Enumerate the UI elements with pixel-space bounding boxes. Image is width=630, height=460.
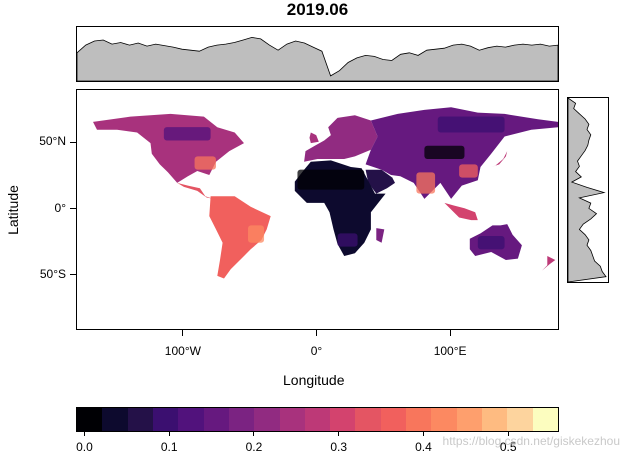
colorbar-segment — [127, 408, 153, 431]
colorbar-tick-label: 0.5 — [499, 440, 517, 454]
greenland-no-data — [237, 100, 291, 130]
y-tick-mark — [70, 141, 76, 143]
colorbar-segment — [77, 408, 103, 431]
top-marginal-plot — [76, 26, 559, 82]
right-marginal-area — [568, 98, 607, 282]
north-america-landmass — [93, 113, 244, 183]
australia-interior-patch — [477, 236, 505, 250]
arabia-landmass — [365, 169, 395, 194]
watermark: https://blog.csdn.net/giskekezhou — [442, 434, 620, 448]
colorbar-segment — [102, 408, 128, 431]
colorbar-segment — [355, 408, 381, 431]
canada-dark-patch — [163, 127, 211, 141]
x-tick-label: 0° — [310, 344, 323, 358]
colorbar-tick-mark — [253, 432, 255, 436]
colorbar-segment — [456, 408, 482, 431]
colorbar-tick-label: 0.3 — [330, 440, 348, 454]
y-tick-mark — [70, 274, 76, 276]
colorbar-segment — [482, 408, 508, 431]
sahara-dark-patch — [297, 169, 365, 190]
colorbar-segment — [178, 408, 204, 431]
x-axis-title: Longitude — [283, 372, 345, 388]
central-america-landmass — [177, 182, 214, 199]
colorbar-tick-mark — [83, 432, 85, 436]
colorbar-tick-mark — [338, 432, 340, 436]
y-tick-label: 0° — [54, 200, 66, 215]
x-tick-label: 100°W — [164, 344, 201, 358]
colorbar-segment — [152, 408, 179, 431]
chart-title: 2019.06 — [286, 0, 349, 19]
south-america-landmass — [209, 196, 271, 279]
japan-landmass — [491, 151, 508, 167]
colorbar-tick-mark — [507, 432, 509, 436]
kalahari-dark-patch — [337, 233, 358, 247]
x-tick-mark — [316, 330, 317, 336]
y-tick-mark — [70, 208, 76, 209]
colorbar-segment — [254, 408, 280, 431]
gobi-dark-patch — [424, 145, 465, 160]
colorbar — [76, 407, 559, 432]
colorbar-tick-label: 0.0 — [76, 440, 93, 454]
y-axis-title: Latitude — [4, 185, 21, 235]
colorbar-segment — [203, 408, 229, 431]
colorbar-segment — [330, 408, 356, 431]
x-tick-mark — [449, 330, 451, 336]
colorbar-tick-label: 0.1 — [160, 440, 178, 454]
x-tick-label: 100°E — [433, 344, 467, 358]
colorbar-tick-label: 0.2 — [245, 440, 263, 454]
china-bright-patch — [459, 164, 478, 178]
colorbar-segment — [507, 408, 533, 431]
uk-landmass — [309, 132, 319, 144]
map-panel — [76, 89, 559, 330]
nz-landmass — [542, 256, 556, 271]
colorbar-segment — [279, 408, 305, 431]
colorbar-segment — [228, 408, 255, 431]
top-marginal-svg — [77, 36, 558, 81]
right-marginal-plot — [567, 97, 609, 283]
siberia-dark-patch — [437, 116, 505, 133]
y-tick-label: 50°S — [39, 266, 66, 281]
colorbar-segment — [406, 408, 432, 431]
madagascar-landmass — [376, 228, 385, 243]
colorbar-tick-mark — [422, 432, 424, 436]
top-marginal-area — [77, 36, 558, 81]
y-tick-label: 50°N — [39, 134, 66, 149]
india-bright-patch — [416, 172, 436, 194]
brazil-bright-patch — [248, 225, 265, 243]
world-map — [93, 100, 558, 279]
europe-landmass — [304, 115, 378, 162]
indonesia-landmass — [444, 202, 478, 221]
colorbar-segment — [304, 408, 331, 431]
right-marginal-svg — [568, 98, 607, 282]
east-us-bright-patch — [194, 156, 216, 170]
x-tick-mark — [182, 330, 184, 336]
colorbar-tick-mark — [168, 432, 170, 436]
colorbar-segment — [380, 408, 407, 431]
colorbar-segment — [431, 408, 457, 431]
colorbar-tick-label: 0.4 — [415, 440, 432, 454]
colorbar-segment — [532, 408, 558, 431]
